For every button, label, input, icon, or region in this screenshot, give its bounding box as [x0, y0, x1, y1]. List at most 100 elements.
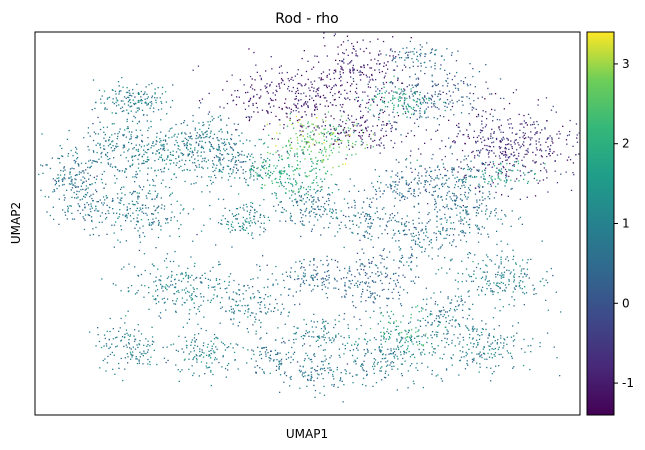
data-point [410, 269, 412, 271]
data-point [218, 361, 220, 364]
data-point [463, 180, 465, 183]
data-point [89, 196, 91, 198]
data-point [366, 232, 369, 234]
data-point [138, 249, 141, 252]
data-point [254, 79, 256, 81]
data-point [269, 152, 271, 155]
data-point [344, 369, 346, 371]
data-point [201, 131, 203, 133]
data-point [300, 99, 302, 101]
data-point [190, 344, 192, 346]
data-point [275, 353, 277, 356]
data-point [95, 133, 97, 135]
data-point [66, 138, 69, 140]
data-point [397, 368, 399, 370]
data-point [427, 181, 429, 183]
data-point [264, 164, 266, 167]
data-point [445, 174, 447, 177]
data-point [175, 311, 177, 313]
data-point [381, 96, 383, 99]
data-point [444, 311, 447, 313]
data-point [175, 283, 177, 285]
data-point [215, 346, 217, 348]
data-point [194, 158, 196, 160]
data-point [221, 223, 223, 225]
data-point [325, 320, 327, 322]
data-point [281, 79, 284, 81]
data-point [203, 137, 205, 139]
data-point [92, 139, 95, 142]
data-point [316, 126, 319, 128]
data-point [331, 138, 333, 140]
data-point [378, 346, 380, 348]
data-point [371, 222, 373, 225]
data-point [290, 219, 292, 221]
data-point [131, 105, 133, 107]
data-point [405, 158, 408, 160]
data-point [116, 138, 118, 140]
data-point [383, 77, 385, 79]
data-point [95, 178, 98, 180]
data-point [405, 352, 408, 354]
data-point [264, 184, 266, 186]
data-point [143, 145, 145, 147]
data-point [345, 293, 347, 295]
data-point [330, 339, 332, 341]
data-point [485, 264, 487, 266]
data-point [87, 187, 89, 189]
data-point [474, 328, 476, 330]
data-point [383, 83, 385, 85]
data-point [70, 149, 72, 152]
data-point [383, 357, 385, 360]
data-point [307, 121, 309, 123]
data-point [297, 103, 299, 105]
data-point [362, 132, 365, 134]
data-point [178, 235, 180, 238]
data-point [262, 128, 265, 131]
data-point [176, 200, 178, 202]
data-point [202, 134, 204, 136]
data-point [150, 101, 153, 103]
data-point [311, 228, 313, 230]
data-point [300, 212, 302, 214]
data-point [248, 222, 250, 224]
data-point [90, 210, 92, 213]
data-point [170, 106, 172, 108]
data-point [313, 99, 315, 102]
data-point [256, 93, 258, 96]
data-point [360, 74, 362, 76]
data-point [232, 323, 234, 325]
data-point [154, 209, 156, 212]
data-point [141, 109, 144, 111]
data-point [135, 149, 137, 151]
data-point [171, 127, 173, 129]
data-point [115, 105, 118, 107]
data-point [546, 332, 549, 334]
data-point [367, 226, 369, 228]
data-point [231, 213, 234, 215]
data-point [320, 77, 322, 79]
data-point [74, 178, 76, 180]
data-point [295, 115, 298, 118]
data-point [376, 211, 378, 213]
data-point [328, 274, 330, 276]
data-point [95, 226, 97, 229]
data-point [351, 154, 353, 156]
data-point [294, 199, 296, 201]
data-point [217, 222, 220, 224]
data-point [377, 361, 379, 364]
data-point [333, 127, 335, 130]
data-point [473, 343, 475, 345]
data-point [535, 293, 537, 295]
data-point [195, 135, 198, 137]
data-point [247, 308, 249, 311]
data-point [326, 100, 328, 102]
data-point [145, 212, 147, 215]
data-point [207, 366, 209, 369]
data-point [161, 145, 163, 147]
data-point [202, 356, 205, 358]
data-point [222, 168, 224, 171]
data-point [426, 298, 428, 300]
data-point [204, 141, 207, 144]
data-point [452, 234, 455, 236]
